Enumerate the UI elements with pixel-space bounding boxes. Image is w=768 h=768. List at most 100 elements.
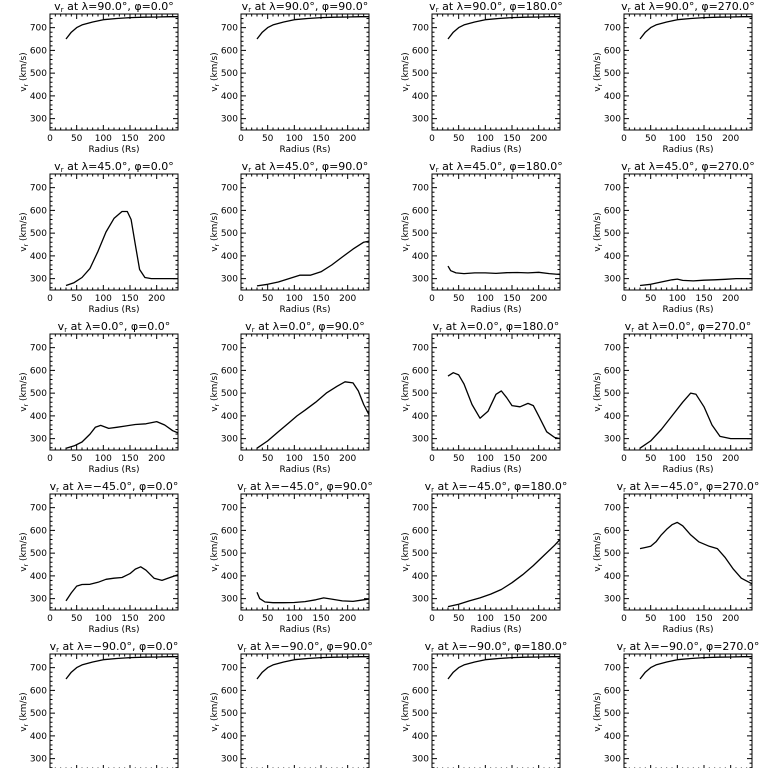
chart-title-text: at λ=−90.0°, φ=180.0° xyxy=(434,640,567,653)
y-tick-label: 400 xyxy=(221,92,238,102)
x-axis-label: Radius (Rs) xyxy=(470,145,521,155)
x-tick-label: 50 xyxy=(71,454,83,464)
x-tick-label: 0 xyxy=(429,294,435,304)
y-tick-label: 600 xyxy=(221,46,238,56)
y-axis-label: vr (km/s) xyxy=(593,212,604,251)
series-line xyxy=(447,265,561,276)
y-label-symbol: v xyxy=(401,406,411,412)
y-label-symbol: v xyxy=(19,566,29,572)
y-axis-label: vr (km/s) xyxy=(401,52,412,91)
chart-title-text: at λ=−45.0°, φ=270.0° xyxy=(626,480,759,493)
y-tick-label: 300 xyxy=(30,115,47,125)
chart-panel: vr at λ=−90.0°, φ=270.0°0501001502003004… xyxy=(593,640,759,768)
y-tick-label: 500 xyxy=(604,389,621,399)
chart-title-text: at λ=−90.0°, φ=270.0° xyxy=(626,640,759,653)
chart-title-subscript: r xyxy=(244,486,247,494)
y-tick-label: 400 xyxy=(221,732,238,742)
series-line xyxy=(447,539,561,608)
x-tick-label: 200 xyxy=(148,614,165,624)
x-tick-label: 50 xyxy=(262,614,274,624)
x-tick-label: 0 xyxy=(621,454,627,464)
y-tick-label: 700 xyxy=(412,344,429,354)
y-axis-label: vr (km/s) xyxy=(19,692,30,731)
y-tick-label: 500 xyxy=(30,229,47,239)
y-tick-label: 600 xyxy=(604,46,621,56)
x-tick-label: 50 xyxy=(71,134,83,144)
x-tick-label: 200 xyxy=(339,134,356,144)
x-tick-label: 200 xyxy=(148,454,165,464)
y-tick-label: 400 xyxy=(604,732,621,742)
chart-title-text: at λ=45.0°, φ=180.0° xyxy=(439,160,563,173)
y-label-unit: (km/s) xyxy=(401,692,411,724)
y-tick-label: 400 xyxy=(412,92,429,102)
y-tick-label: 600 xyxy=(412,526,429,536)
y-tick-label: 300 xyxy=(221,595,238,605)
x-tick-label: 100 xyxy=(669,134,686,144)
x-tick-label: 0 xyxy=(429,614,435,624)
y-label-unit: (km/s) xyxy=(593,212,603,244)
x-tick-label: 150 xyxy=(121,134,138,144)
series-line xyxy=(65,420,179,449)
x-axis-label: Radius (Rs) xyxy=(279,465,330,475)
chart-title: vr at λ=0.0°, φ=90.0° xyxy=(245,320,365,334)
x-tick-label: 200 xyxy=(339,294,356,304)
y-tick-label: 500 xyxy=(221,389,238,399)
y-tick-label: 500 xyxy=(221,549,238,559)
chart-panel: vr at λ=0.0°, φ=180.0°0 50 100 150 200300400… xyxy=(401,320,561,475)
y-label-unit: (km/s) xyxy=(210,372,220,404)
chart-title: vr at λ=−45.0°, φ=180.0° xyxy=(425,480,568,494)
chart-title-subscript: r xyxy=(431,486,434,494)
chart-title-symbol: v xyxy=(617,640,624,653)
y-tick-label: 700 xyxy=(412,184,429,194)
y-axis-label: vr (km/s) xyxy=(19,532,30,571)
x-tick-label: 200 xyxy=(339,454,356,464)
y-label-subscript: r xyxy=(405,563,412,566)
y-tick-label: 500 xyxy=(221,709,238,719)
chart-title-subscript: r xyxy=(623,486,626,494)
chart-title-subscript: r xyxy=(436,6,439,14)
y-label-symbol: v xyxy=(401,246,411,252)
y-tick-label: 300 xyxy=(221,435,238,445)
y-tick-label: 400 xyxy=(30,92,47,102)
chart-title-subscript: r xyxy=(623,646,626,654)
chart-title: vr at λ=−90.0°, φ=90.0° xyxy=(237,640,373,654)
y-label-unit: (km/s) xyxy=(19,212,29,244)
chart-title-subscript: r xyxy=(248,6,251,14)
x-tick-label: 200 xyxy=(722,454,739,464)
x-tick-label: 150 xyxy=(312,614,329,624)
x-tick-label: 200 xyxy=(530,294,547,304)
y-tick-label: 300 xyxy=(221,275,238,285)
y-tick-label: 600 xyxy=(30,46,47,56)
x-tick-label: 50 xyxy=(453,294,465,304)
y-tick-label: 700 xyxy=(604,504,621,514)
y-axis-label: vr (km/s) xyxy=(593,52,604,91)
chart-title-text: at λ=−45.0°, φ=0.0° xyxy=(59,480,178,493)
y-tick-label: 300 xyxy=(604,595,621,605)
y-tick-label: 400 xyxy=(221,252,238,262)
x-axis-label: Radius (Rs) xyxy=(88,625,139,635)
x-tick-label: 100 xyxy=(477,294,494,304)
y-tick-label: 600 xyxy=(412,46,429,56)
chart-title-symbol: v xyxy=(54,0,61,13)
x-tick-label: 0 xyxy=(47,454,53,464)
x-tick-label: 0 xyxy=(47,294,53,304)
chart-title-symbol: v xyxy=(429,160,436,173)
chart-title-symbol: v xyxy=(425,640,432,653)
y-tick-label: 700 xyxy=(412,504,429,514)
chart-title: vr at λ=45.0°, φ=270.0° xyxy=(621,160,755,174)
y-label-subscript: r xyxy=(214,723,221,726)
plot-frame xyxy=(240,653,370,768)
y-tick-label: 700 xyxy=(221,184,238,194)
y-label-unit: (km/s) xyxy=(593,52,603,84)
x-tick-label: 150 xyxy=(312,134,329,144)
x-tick-label: 50 xyxy=(262,294,274,304)
y-tick-label: 500 xyxy=(30,69,47,79)
y-tick-label: 500 xyxy=(412,389,429,399)
x-tick-label: 150 xyxy=(121,614,138,624)
chart-panel: vr at λ=0.0°, φ=90.0°0 50 100 150 2003004005… xyxy=(210,320,370,475)
plot-frame xyxy=(623,173,753,291)
y-axis-label: vr (km/s) xyxy=(593,532,604,571)
y-tick-label: 600 xyxy=(604,526,621,536)
chart-panel: vr at λ=0.0°, φ=0.0°0 50 100 150 20030040050… xyxy=(19,320,179,475)
x-tick-label: 150 xyxy=(503,134,520,144)
